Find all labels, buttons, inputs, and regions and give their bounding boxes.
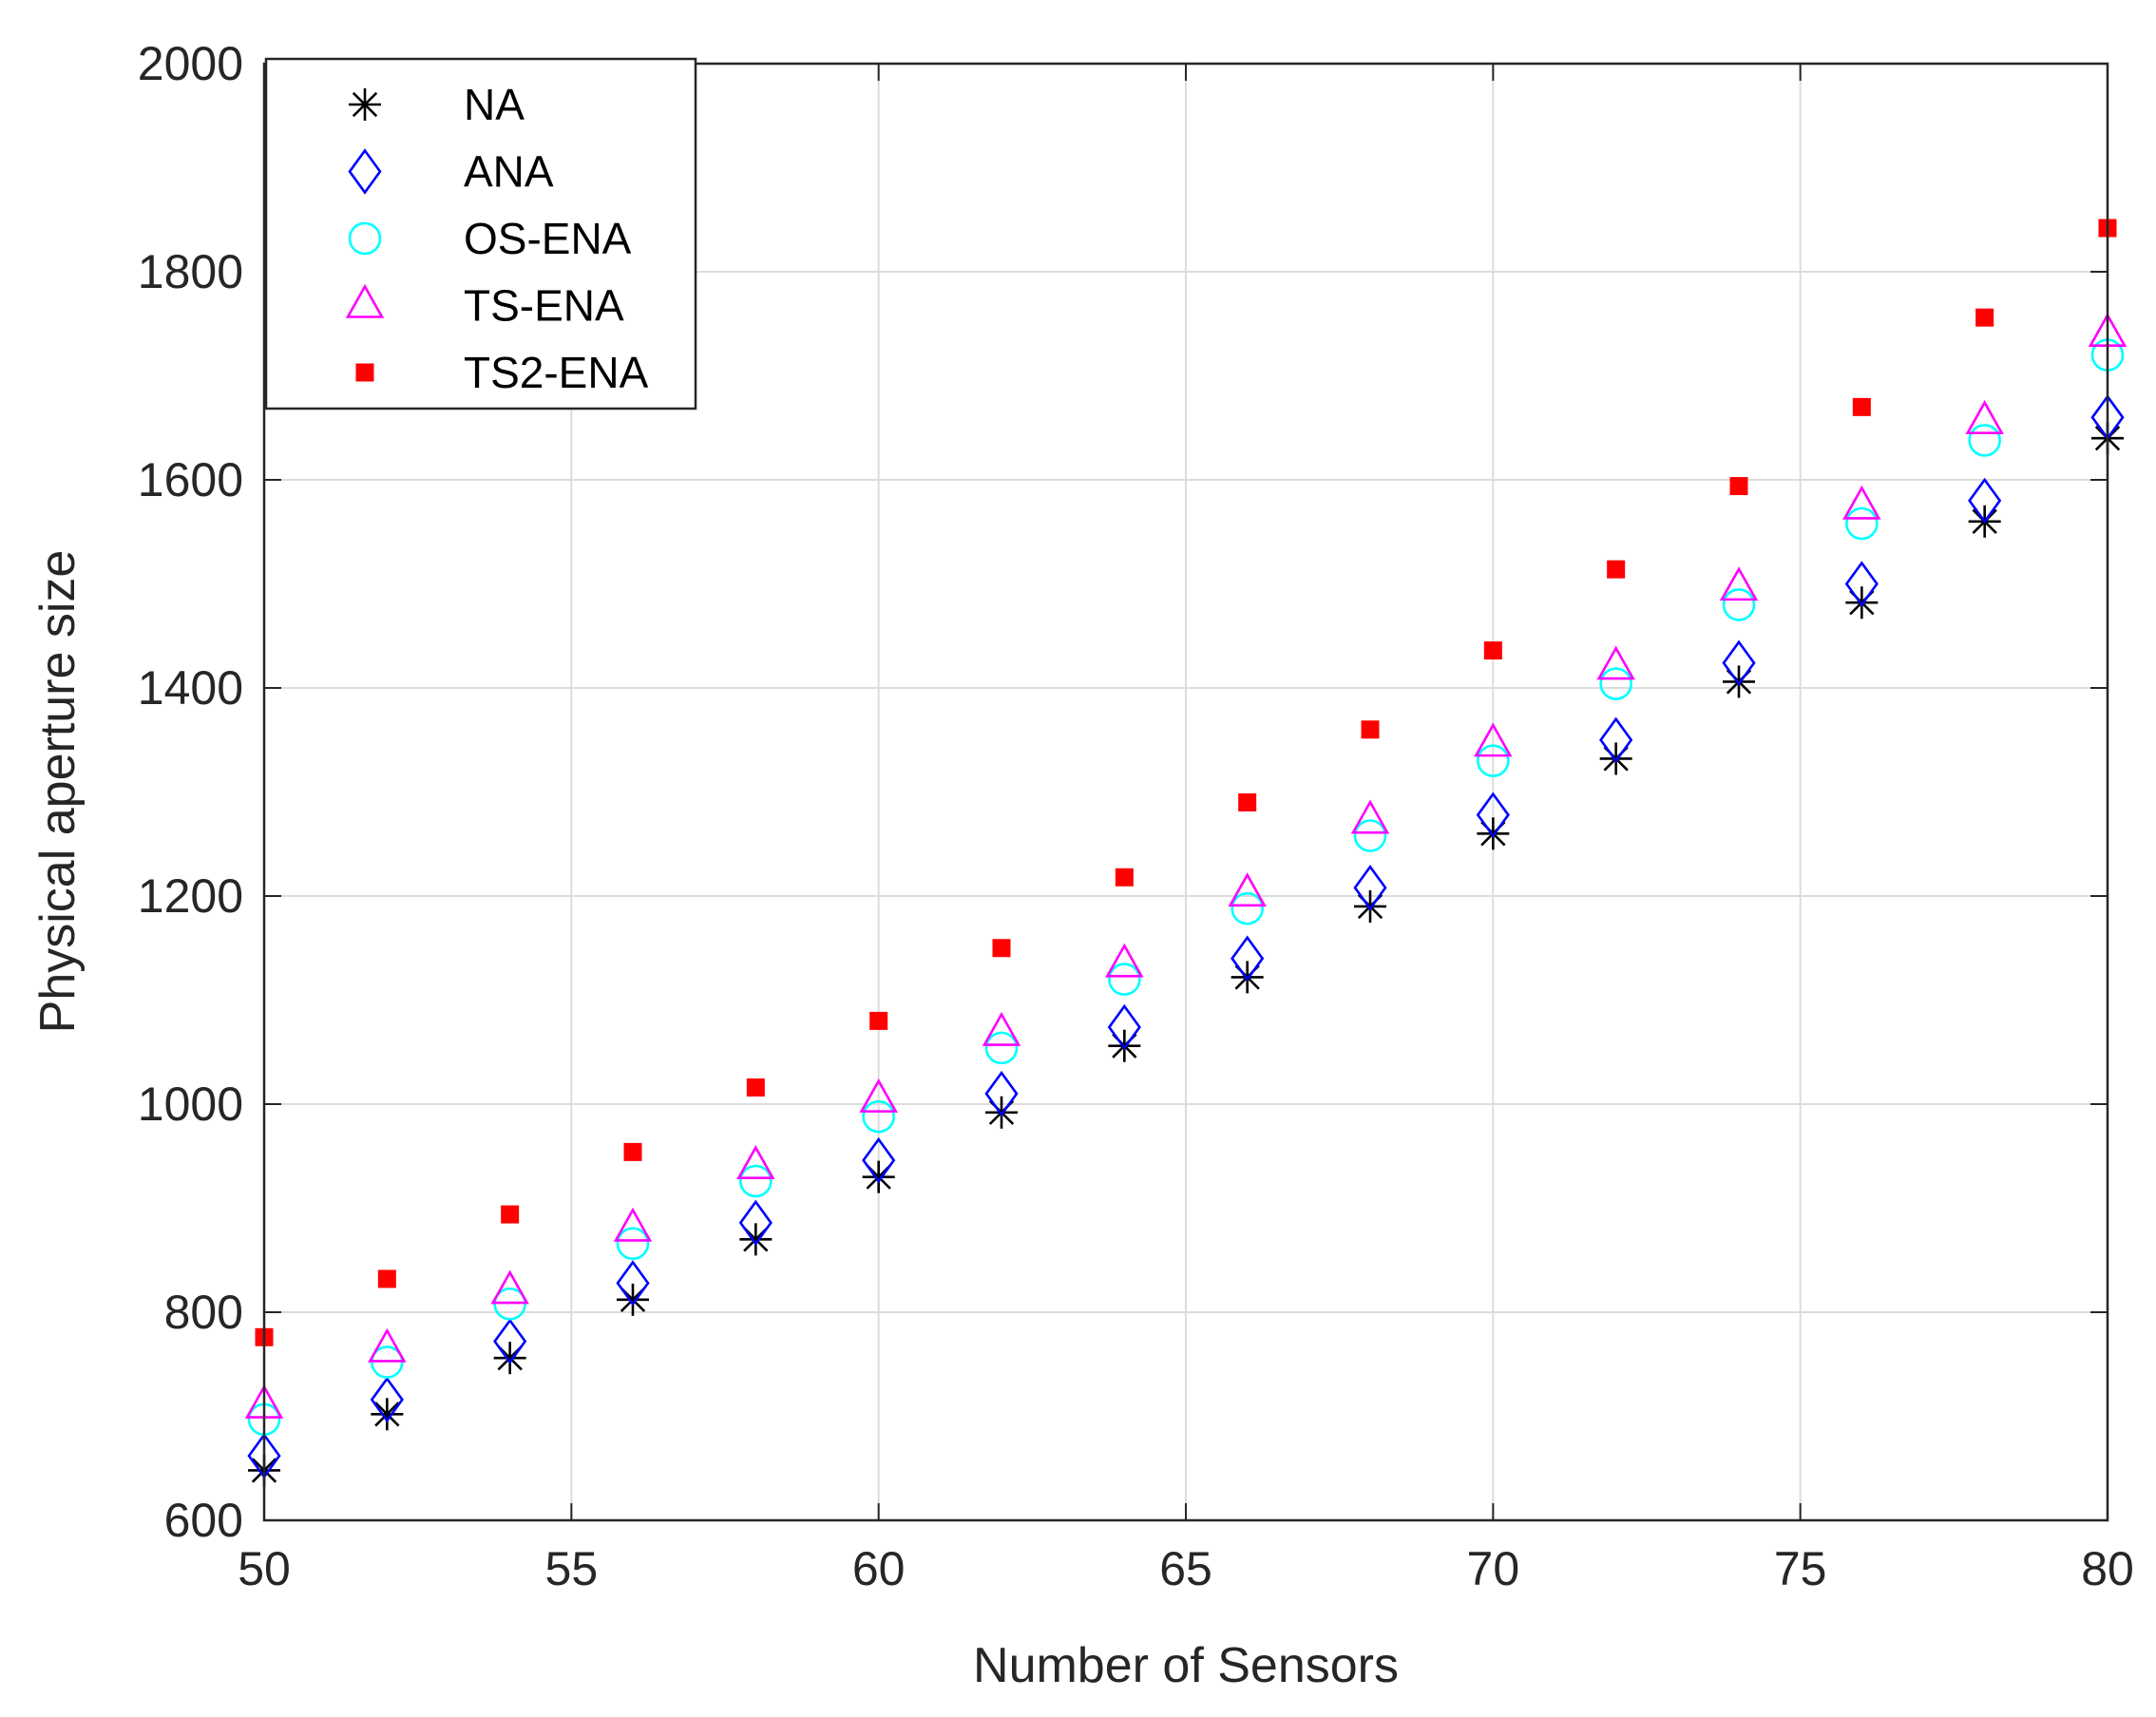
data-point <box>613 1207 653 1242</box>
x-tick-labels: 50 55 60 65 70 75 80 <box>238 1542 2134 1595</box>
data-point <box>368 1327 407 1363</box>
data-point <box>984 1070 1019 1117</box>
x-tick-label: 50 <box>238 1542 291 1595</box>
legend: NA ANA OS-ENA TS-ENA TS2-ENA <box>264 57 697 410</box>
data-point <box>1845 506 1879 541</box>
data-point <box>1599 667 1632 700</box>
x-tick-label: 65 <box>1159 1542 1212 1595</box>
data-point <box>1361 720 1380 739</box>
data-point <box>1968 424 2001 457</box>
data-point <box>1719 566 1759 601</box>
data-point <box>984 1031 1019 1065</box>
data-point <box>1353 865 1387 911</box>
data-point <box>746 1078 765 1097</box>
data-point <box>1231 891 1264 925</box>
data-point <box>493 1318 527 1364</box>
x-axis-title: Number of Sensors <box>973 1638 1399 1693</box>
data-point <box>869 1011 888 1030</box>
data-point <box>1722 639 1756 686</box>
legend-marker <box>349 88 381 121</box>
x-tick-label: 60 <box>852 1542 906 1595</box>
data-point <box>1474 722 1513 757</box>
data-point <box>1852 397 1871 416</box>
data-point <box>1975 308 1994 327</box>
plot-frame <box>262 62 2109 1522</box>
data-point <box>1483 641 1502 660</box>
data-point <box>1228 872 1267 907</box>
data-point <box>1842 485 1881 520</box>
legend-label: OS-ENA <box>464 214 632 263</box>
data-point <box>501 1205 520 1224</box>
data-point <box>1599 742 1632 775</box>
data-point <box>992 939 1011 958</box>
legend-label: NA <box>464 80 525 129</box>
data-point <box>370 1376 404 1423</box>
data-point <box>1353 819 1387 852</box>
data-point <box>1729 477 1748 496</box>
data-point <box>862 1136 896 1184</box>
legend-item: NA <box>349 80 525 129</box>
y-tick-labels: 600 800 1000 1200 1400 1600 1800 2000 <box>138 37 243 1547</box>
data-point <box>738 1199 773 1247</box>
y-axis-title: Physical aperture size <box>30 550 86 1034</box>
legend-marker <box>345 283 385 318</box>
y-tick-label: 1000 <box>138 1078 243 1131</box>
data-points <box>244 219 2127 1487</box>
y-tick-label: 800 <box>164 1286 243 1339</box>
x-tick-label: 80 <box>2081 1542 2134 1595</box>
y-tick-label: 1400 <box>138 661 243 715</box>
data-point <box>1105 943 1144 978</box>
data-point <box>982 1011 1021 1046</box>
y-tick-label: 1800 <box>138 245 243 298</box>
legend-item: TS-ENA <box>345 281 624 331</box>
data-point <box>490 1269 529 1305</box>
data-point <box>377 1269 396 1288</box>
y-tick-label: 1200 <box>138 869 243 923</box>
series-ana <box>247 394 2125 1479</box>
data-point <box>859 1078 898 1113</box>
data-point <box>1477 744 1510 777</box>
data-point <box>1965 400 2004 434</box>
series-ts-ena <box>244 313 2127 1419</box>
legend-item: TS2-ENA <box>355 348 649 397</box>
data-point <box>862 1099 895 1134</box>
data-point <box>371 1398 404 1431</box>
data-point <box>736 1145 775 1179</box>
legend-box <box>264 57 697 410</box>
legend-marker <box>348 148 382 195</box>
data-point <box>1722 588 1756 621</box>
x-tick-label: 55 <box>545 1542 599 1595</box>
data-point <box>1115 868 1134 887</box>
data-point <box>1476 792 1510 838</box>
legend-marker <box>348 221 382 256</box>
legend-item: ANA <box>348 147 554 197</box>
data-point <box>1231 935 1265 982</box>
data-point <box>616 1227 650 1261</box>
x-tick-label: 75 <box>1774 1542 1827 1595</box>
data-point <box>623 1142 642 1161</box>
legend-items: NA ANA OS-ENA TS-ENA TS2-ENA <box>345 80 649 397</box>
x-tick-label: 70 <box>1467 1542 1520 1595</box>
y-tick-label: 600 <box>164 1494 243 1547</box>
data-point <box>616 1260 650 1307</box>
y-tick-label: 2000 <box>138 37 243 90</box>
data-point <box>1844 561 1879 607</box>
data-point <box>1107 1003 1141 1051</box>
data-point <box>1238 792 1257 811</box>
legend-item: OS-ENA <box>348 214 632 263</box>
legend-label: TS-ENA <box>464 281 624 331</box>
data-point <box>1108 963 1141 996</box>
data-point <box>739 1164 773 1198</box>
data-point <box>1350 799 1390 834</box>
data-point <box>1596 645 1635 680</box>
data-point <box>1599 716 1633 763</box>
legend-label: ANA <box>464 147 554 197</box>
legend-marker <box>355 363 374 382</box>
data-point <box>1607 560 1626 579</box>
legend-label: TS2-ENA <box>464 348 649 397</box>
y-tick-label: 1600 <box>138 453 243 506</box>
data-point <box>1968 477 2002 525</box>
